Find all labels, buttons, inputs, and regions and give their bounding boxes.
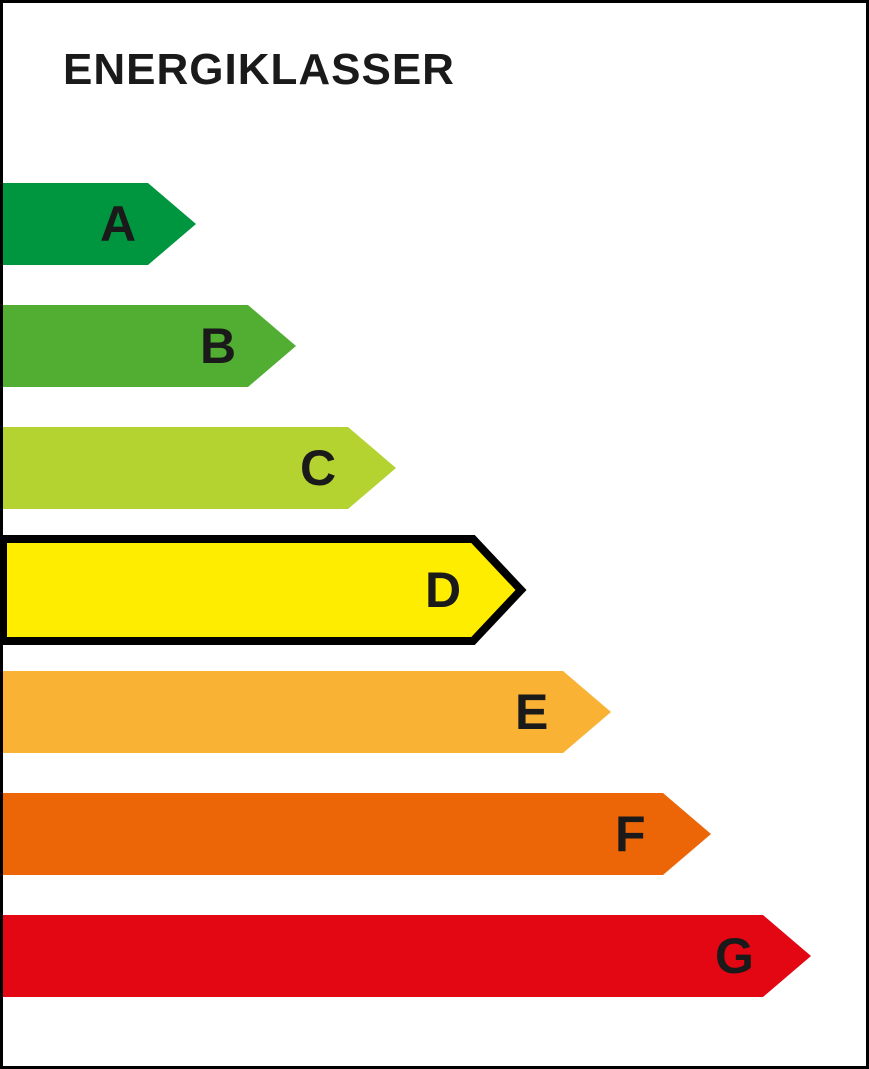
energy-bar-label-a: A: [100, 195, 136, 253]
energy-bar-label-d: D: [425, 561, 461, 619]
energy-bars-container: A B C D E F G: [3, 183, 866, 1037]
energy-arrow-g: [3, 915, 811, 997]
energy-bar-f: F: [3, 793, 866, 875]
energy-bar-label-b: B: [200, 317, 236, 375]
energy-bar-label-f: F: [615, 805, 646, 863]
energy-bar-d: D: [3, 549, 866, 631]
energy-bar-e: E: [3, 671, 866, 753]
page-title: ENERGIKLASSER: [63, 45, 455, 95]
energy-bar-b: B: [3, 305, 866, 387]
energy-bar-label-g: G: [715, 927, 754, 985]
energy-bar-c: C: [3, 427, 866, 509]
energy-arrow-b: [3, 305, 296, 387]
energy-arrow-f: [3, 793, 711, 875]
energy-bar-g: G: [3, 915, 866, 997]
energy-bar-label-e: E: [515, 683, 548, 741]
energy-bar-label-c: C: [300, 439, 336, 497]
energy-arrow-c: [3, 427, 396, 509]
energy-label-frame: ENERGIKLASSER A B C D E F G: [0, 0, 869, 1069]
energy-bar-a: A: [3, 183, 866, 265]
